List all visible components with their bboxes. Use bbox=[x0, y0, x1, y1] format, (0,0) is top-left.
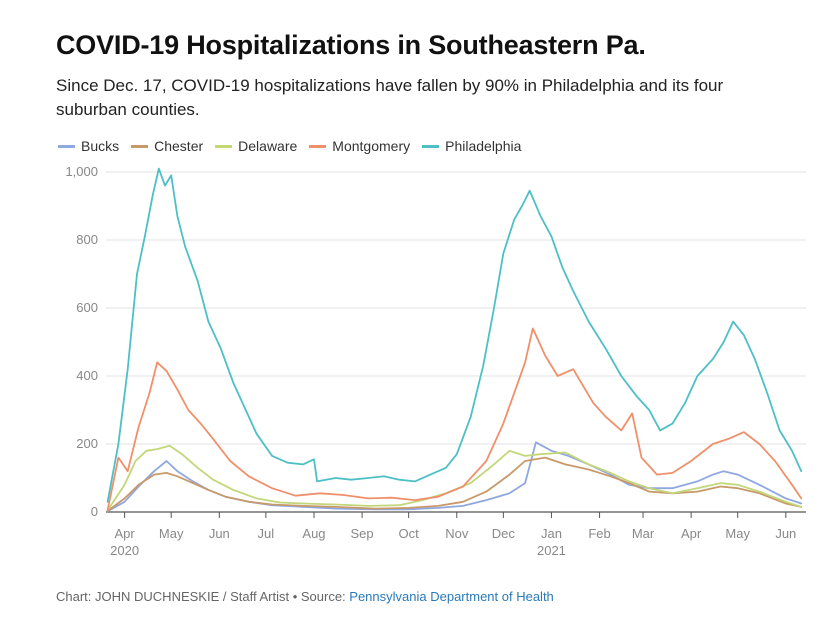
x-tick-label: Jan bbox=[541, 526, 562, 541]
legend-item-montgomery: Montgomery bbox=[309, 138, 410, 154]
legend-swatch bbox=[58, 144, 75, 148]
legend: Bucks Chester Delaware Montgomery Philadelph… bbox=[58, 137, 533, 155]
legend-swatch bbox=[215, 144, 233, 148]
line-chart: 0 200 400 600 800 1,000 Apr 2020 May Jun Jul Aug Sep… bbox=[65, 164, 806, 558]
y-tick-label: 600 bbox=[76, 300, 98, 315]
gridlines bbox=[106, 171, 806, 513]
series-line-bucks bbox=[106, 441, 803, 513]
x-year-label: 2020 bbox=[110, 543, 139, 558]
x-tick-label: May bbox=[725, 526, 750, 541]
legend-label: Bucks bbox=[81, 138, 120, 154]
y-tick-label: 1,000 bbox=[65, 164, 98, 179]
chart-subtitle: Since Dec. 17, COVID-19 hospitalizations… bbox=[56, 76, 724, 119]
legend-label: Montgomery bbox=[332, 138, 411, 154]
x-tick-label: Dec bbox=[492, 526, 516, 541]
x-tick-label: Oct bbox=[399, 526, 420, 541]
legend-item-delaware: Delaware bbox=[215, 138, 297, 154]
x-tick-label: Apr bbox=[115, 526, 136, 541]
x-tick-label: Mar bbox=[632, 526, 655, 541]
x-tick-label: Aug bbox=[302, 526, 325, 541]
y-tick-label: 0 bbox=[91, 504, 98, 519]
x-tick-label: Apr bbox=[681, 526, 702, 541]
legend-swatch bbox=[131, 144, 149, 148]
series-line-philadelphia bbox=[106, 167, 803, 503]
series-line-montgomery bbox=[106, 327, 803, 512]
series-line-chester bbox=[106, 456, 803, 512]
axes: 0 200 400 600 800 1,000 Apr 2020 May Jun Jul Aug Sep… bbox=[65, 164, 796, 558]
legend-label: Chester bbox=[154, 138, 204, 154]
x-year-label: 2021 bbox=[537, 543, 566, 558]
x-tick-label: Sep bbox=[351, 526, 374, 541]
legend-label: Delaware bbox=[238, 138, 298, 154]
series-lines bbox=[106, 167, 803, 513]
x-tick-label: Feb bbox=[588, 526, 610, 541]
x-tick-label: Jun bbox=[775, 526, 796, 541]
legend-swatch bbox=[422, 144, 440, 148]
legend-item-philadelphia: Philadelphia bbox=[422, 138, 521, 154]
x-tick-label: Nov bbox=[445, 526, 469, 541]
source-link[interactable]: Pennsylvania Department of Health bbox=[349, 589, 554, 604]
chart-credit: Chart: JOHN DUCHNESKIE / Staff Artist • … bbox=[56, 589, 350, 604]
y-tick-label: 400 bbox=[76, 368, 98, 383]
legend-item-chester: Chester bbox=[131, 138, 203, 154]
x-tick-label: Jun bbox=[209, 526, 230, 541]
legend-label: Philadelphia bbox=[445, 138, 522, 154]
legend-swatch bbox=[309, 144, 327, 148]
legend-item-bucks: Bucks bbox=[58, 138, 119, 154]
chart-footer: Chart: JOHN DUCHNESKIE / Staff Artist • … bbox=[56, 589, 554, 604]
x-tick-label: May bbox=[159, 526, 184, 541]
y-tick-label: 200 bbox=[76, 436, 98, 451]
y-tick-label: 800 bbox=[76, 232, 98, 247]
x-tick-label: Jul bbox=[258, 526, 275, 541]
chart-title: COVID-19 Hospitalizations in Southeaster… bbox=[56, 30, 646, 60]
